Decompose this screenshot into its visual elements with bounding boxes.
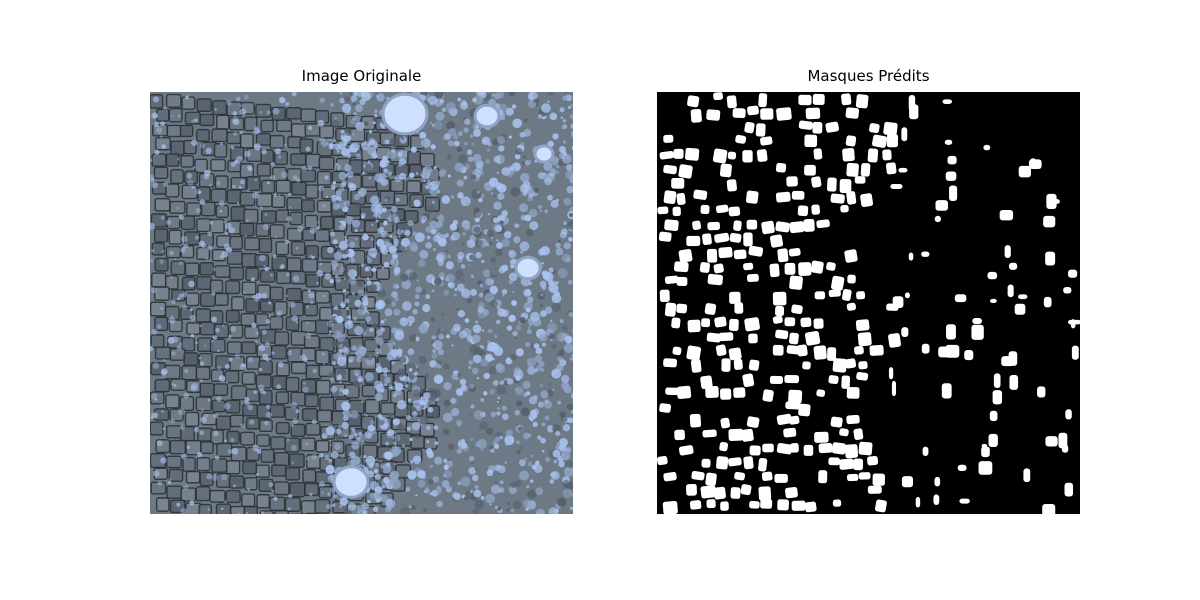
mask-blobs (657, 92, 1080, 514)
original-micrograph-image (150, 92, 573, 514)
original-image-title: Image Originale (301, 67, 422, 85)
original-image-panel: Image Originale (150, 67, 573, 514)
predicted-masks-title: Masques Prédits (807, 67, 930, 85)
predicted-masks-image (657, 92, 1080, 514)
predicted-masks-panel: Masques Prédits (657, 67, 1080, 514)
micrograph-texture (150, 92, 573, 514)
